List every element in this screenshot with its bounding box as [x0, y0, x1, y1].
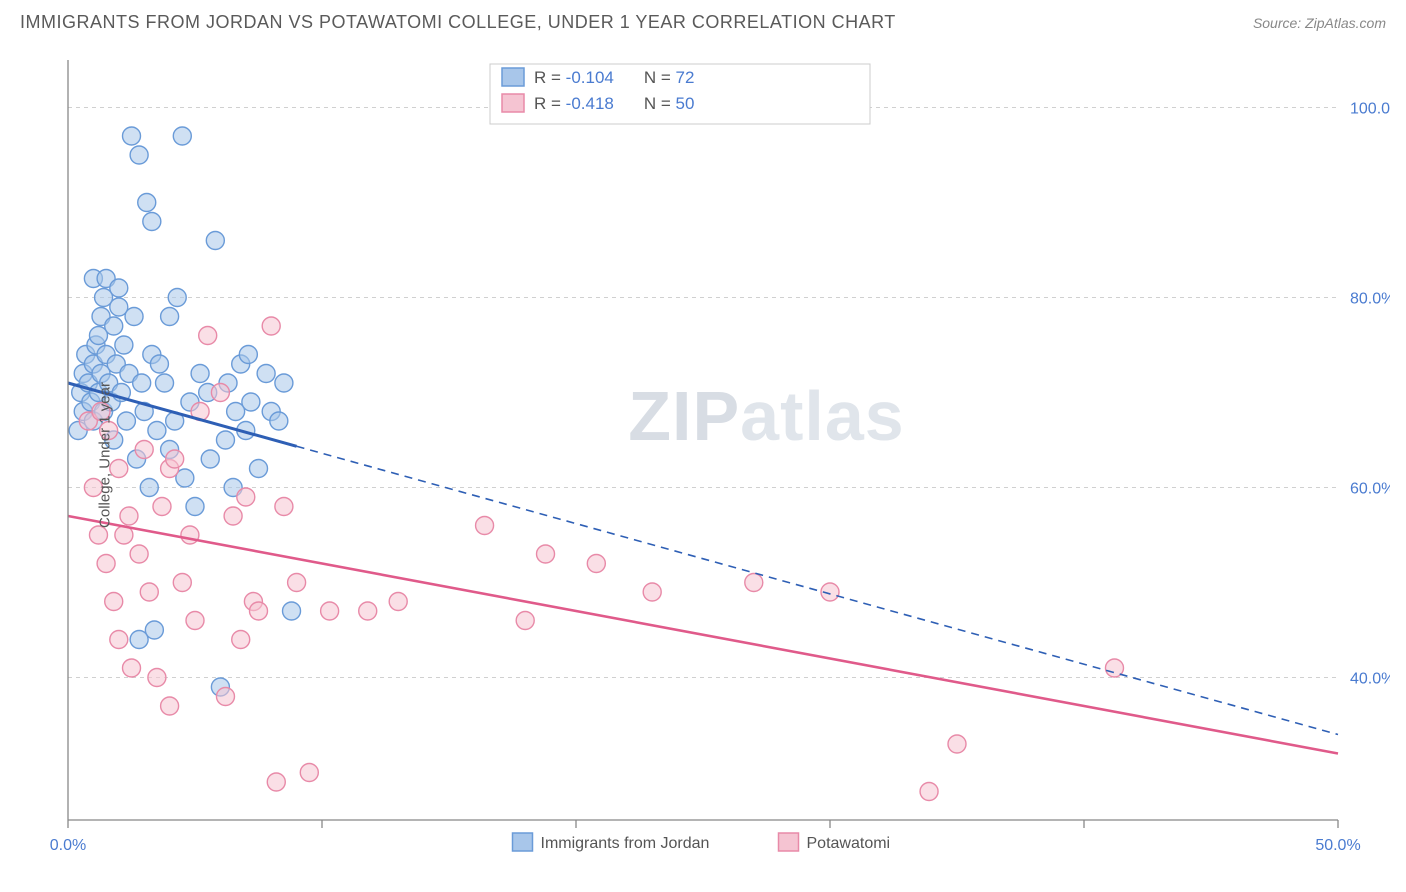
data-point	[123, 659, 141, 677]
data-point	[123, 127, 141, 145]
y-tick-label: 60.0%	[1350, 481, 1390, 498]
data-point	[275, 374, 293, 392]
data-point	[130, 146, 148, 164]
trend-line-dashed	[297, 446, 1338, 734]
data-point	[168, 289, 186, 307]
data-point	[270, 412, 288, 430]
data-point	[105, 593, 123, 611]
data-point	[283, 602, 301, 620]
data-point	[237, 488, 255, 506]
data-point	[153, 498, 171, 516]
data-point	[199, 327, 217, 345]
chart-title: IMMIGRANTS FROM JORDAN VS POTAWATOMI COL…	[20, 12, 896, 33]
data-point	[232, 631, 250, 649]
data-point	[537, 545, 555, 563]
data-point	[161, 697, 179, 715]
data-point	[242, 393, 260, 411]
y-tick-label: 40.0%	[1350, 671, 1390, 688]
data-point	[135, 441, 153, 459]
data-point	[148, 669, 166, 687]
legend-swatch	[502, 94, 524, 112]
y-axis-label: College, Under 1 year	[96, 382, 113, 528]
data-point	[138, 194, 156, 212]
data-point	[359, 602, 377, 620]
data-point	[389, 593, 407, 611]
watermark: ZIPatlas	[628, 377, 904, 455]
data-point	[250, 602, 268, 620]
data-point	[587, 555, 605, 573]
source-name: ZipAtlas.com	[1305, 15, 1386, 31]
data-point	[110, 279, 128, 297]
data-point	[140, 479, 158, 497]
x-tick-label: 50.0%	[1315, 837, 1360, 854]
scatter-chart: 40.0%60.0%80.0%100.0%ZIPatlas0.0%50.0%R …	[50, 50, 1390, 860]
data-point	[140, 583, 158, 601]
data-point	[239, 346, 257, 364]
data-point	[275, 498, 293, 516]
data-point	[267, 773, 285, 791]
data-point	[117, 412, 135, 430]
data-point	[105, 317, 123, 335]
legend-swatch	[779, 833, 799, 851]
data-point	[148, 422, 166, 440]
data-point	[133, 374, 151, 392]
y-tick-label: 100.0%	[1350, 101, 1390, 118]
data-point	[201, 450, 219, 468]
data-point	[166, 450, 184, 468]
data-point	[206, 232, 224, 250]
data-point	[288, 574, 306, 592]
legend-swatch	[513, 833, 533, 851]
data-point	[300, 764, 318, 782]
x-tick-label: 0.0%	[50, 837, 86, 854]
data-point	[191, 365, 209, 383]
legend-swatch	[502, 68, 524, 86]
data-point	[643, 583, 661, 601]
data-point	[216, 688, 234, 706]
data-point	[321, 602, 339, 620]
legend-label: Potawatomi	[807, 835, 891, 852]
data-point	[173, 127, 191, 145]
data-point	[156, 374, 174, 392]
data-point	[130, 545, 148, 563]
data-point	[920, 783, 938, 801]
data-point	[110, 631, 128, 649]
data-point	[89, 526, 107, 544]
data-point	[745, 574, 763, 592]
data-point	[125, 308, 143, 326]
source-prefix: Source:	[1253, 15, 1305, 31]
data-point	[211, 384, 229, 402]
data-point	[250, 460, 268, 478]
chart-area: College, Under 1 year 40.0% 60.0% 80.0% 100…	[50, 50, 1390, 860]
legend-label: Immigrants from Jordan	[541, 835, 710, 852]
y-tick-label: 80.0%	[1350, 291, 1390, 308]
data-point	[476, 517, 494, 535]
data-point	[216, 431, 234, 449]
data-point	[186, 498, 204, 516]
chart-header: IMMIGRANTS FROM JORDAN VS POTAWATOMI COL…	[0, 0, 1406, 41]
trend-line	[68, 516, 1338, 754]
data-point	[262, 317, 280, 335]
data-point	[948, 735, 966, 753]
data-point	[145, 621, 163, 639]
data-point	[173, 574, 191, 592]
data-point	[120, 507, 138, 525]
data-point	[143, 213, 161, 231]
source-attribution: Source: ZipAtlas.com	[1253, 15, 1386, 31]
data-point	[115, 336, 133, 354]
data-point	[186, 612, 204, 630]
data-point	[516, 612, 534, 630]
data-point	[150, 355, 168, 373]
data-point	[161, 308, 179, 326]
data-point	[97, 555, 115, 573]
data-point	[224, 507, 242, 525]
data-point	[257, 365, 275, 383]
